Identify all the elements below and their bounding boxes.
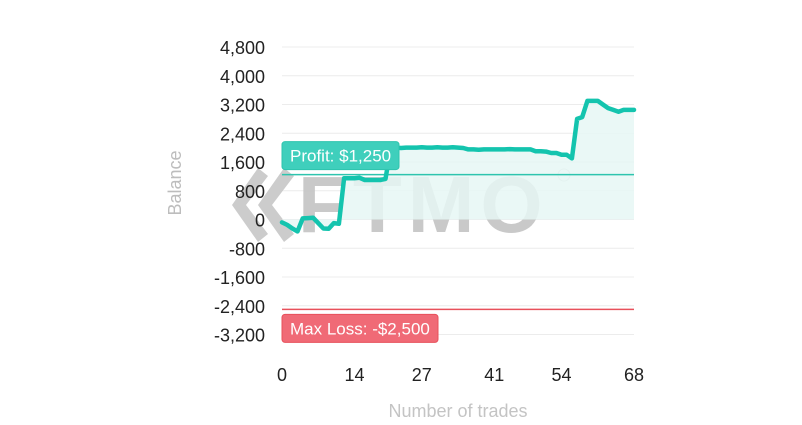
x-tick-label: 68	[624, 365, 644, 385]
y-axis-ticks: 4,800 4,000 3,200 2,400 1,600 800 0 -800 -1,600 -…	[214, 38, 265, 346]
x-tick-label: 54	[552, 365, 572, 385]
y-tick-label: 4,000	[220, 67, 265, 87]
y-tick-label: 1,600	[220, 153, 265, 173]
y-tick-label: -2,400	[214, 297, 265, 317]
x-axis-ticks: 0 14 27 41 54 68	[277, 365, 644, 385]
y-tick-label: 2,400	[220, 124, 265, 144]
y-tick-label: 4,800	[220, 38, 265, 58]
max-loss-label-text: Max Loss: -$2,500	[290, 319, 430, 338]
y-tick-label: -800	[229, 239, 265, 259]
y-tick-label: -3,200	[214, 326, 265, 346]
y-tick-label: 0	[255, 211, 265, 231]
x-tick-label: 27	[412, 365, 432, 385]
x-tick-label: 14	[344, 365, 364, 385]
y-tick-label: 3,200	[220, 96, 265, 116]
x-axis-label: Number of trades	[388, 401, 527, 420]
y-tick-label: 800	[235, 182, 265, 202]
y-tick-label: -1,600	[214, 268, 265, 288]
profit-target-label-text: Profit: $1,250	[290, 147, 391, 166]
x-tick-label: 0	[277, 365, 287, 385]
y-axis-label: Balance	[165, 150, 185, 215]
x-tick-label: 41	[484, 365, 504, 385]
max-loss-label: Max Loss: -$2,500	[282, 314, 438, 342]
profit-target-label: Profit: $1,250	[282, 142, 399, 170]
